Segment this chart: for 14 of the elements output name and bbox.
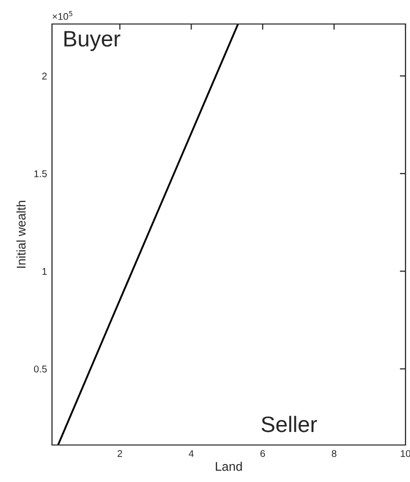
annotation: Seller xyxy=(262,416,318,432)
y-tick-label: 1 xyxy=(42,268,47,275)
x-axis-title: Land xyxy=(216,462,242,471)
y-tick-label: 0.5 xyxy=(34,366,47,372)
x-tick-label: 6 xyxy=(260,450,265,457)
y-tick-label: 1.5 xyxy=(34,170,47,178)
y-tick-label: 2 xyxy=(42,72,47,80)
y-axis-title: Initial wealth xyxy=(16,200,26,268)
x-tick-label: 4 xyxy=(188,450,194,457)
x-tick-label: 8 xyxy=(332,450,336,457)
x-tick-label: 2 xyxy=(118,450,122,457)
annotation: Buyer xyxy=(64,31,120,52)
text: ×10$^{5}$ xyxy=(52,11,72,20)
line-series xyxy=(57,24,239,445)
